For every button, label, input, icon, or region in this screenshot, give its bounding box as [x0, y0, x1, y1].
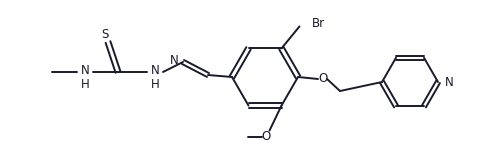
Text: N: N — [80, 64, 89, 78]
Text: H: H — [80, 78, 89, 91]
Text: O: O — [319, 71, 328, 84]
Text: N: N — [445, 75, 454, 89]
Text: S: S — [101, 27, 108, 40]
Text: N: N — [170, 55, 179, 67]
Text: H: H — [150, 78, 160, 91]
Text: O: O — [262, 130, 271, 143]
Text: Br: Br — [311, 17, 324, 30]
Text: N: N — [150, 64, 160, 78]
